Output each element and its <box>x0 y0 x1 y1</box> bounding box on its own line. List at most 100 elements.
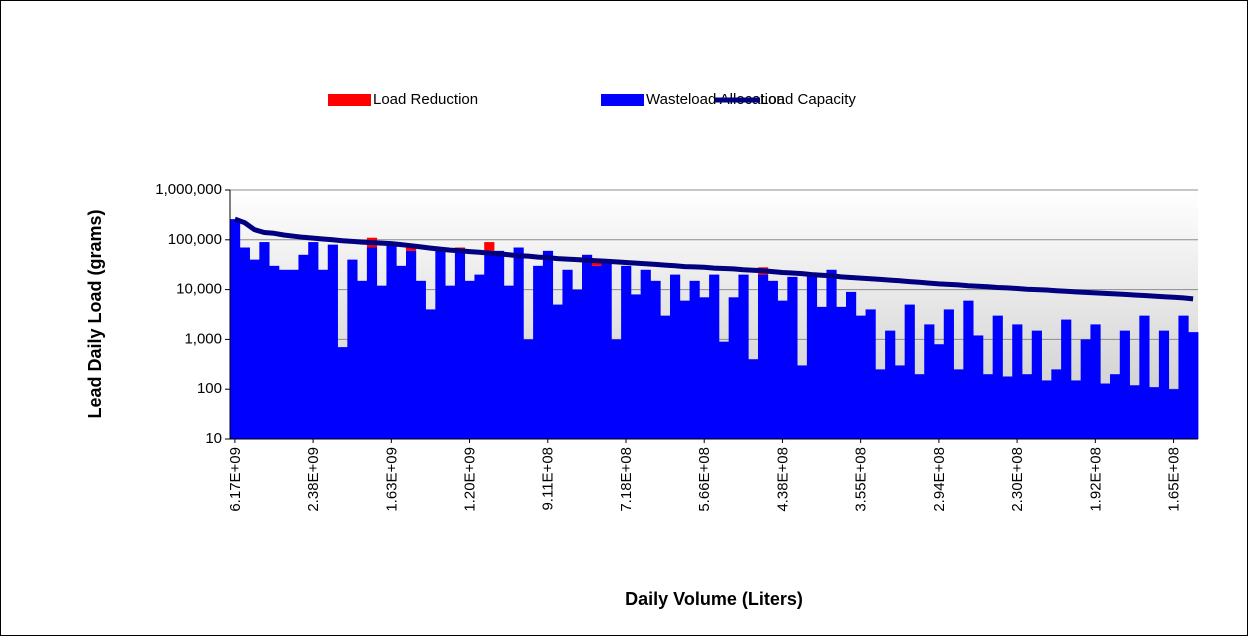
bar <box>239 247 250 439</box>
bar <box>396 265 407 439</box>
bar <box>1178 315 1189 439</box>
bar <box>1022 374 1033 439</box>
bar <box>269 265 280 439</box>
bar <box>406 247 417 251</box>
x-tick-label: 5.66E+08 <box>696 447 713 512</box>
bar <box>767 280 778 439</box>
bar <box>591 265 602 439</box>
line <box>234 216 1194 302</box>
x-tick-label: 3.55E+08 <box>853 447 870 512</box>
bar <box>1168 389 1179 439</box>
bar <box>591 262 602 266</box>
x-axis-title: Daily Volume (Liters) <box>625 589 803 609</box>
bar <box>748 359 759 439</box>
bar <box>709 274 720 439</box>
bar <box>249 259 260 439</box>
x-tick-label: 7.18E+08 <box>618 447 635 512</box>
bar <box>1041 380 1052 439</box>
bar <box>718 341 730 439</box>
bar <box>494 250 505 439</box>
bar <box>552 304 563 439</box>
axes: 10 100 1,000 10,000 100,000 1,000,000 6.17E+09… <box>155 181 1198 512</box>
bar <box>865 309 876 439</box>
bar <box>934 344 945 439</box>
bar <box>376 285 387 439</box>
x-tick-label: 2.38E+09 <box>305 447 322 512</box>
bar <box>337 347 348 439</box>
bar <box>1139 315 1150 439</box>
bar <box>1061 319 1072 439</box>
bar <box>885 330 896 439</box>
bar <box>503 285 514 439</box>
bar <box>474 274 485 439</box>
bar <box>288 269 299 439</box>
bar <box>943 309 954 439</box>
bar <box>454 252 466 439</box>
bar <box>601 262 612 439</box>
bar <box>1129 385 1140 439</box>
legend-swatch <box>601 94 644 106</box>
bar <box>650 280 661 439</box>
bar <box>445 285 456 439</box>
legend-label: Load Reduction <box>373 91 478 108</box>
bar <box>1090 324 1101 439</box>
x-tick-label: 6.17E+09 <box>227 447 244 512</box>
x-tick-label: 2.30E+08 <box>1009 447 1026 512</box>
bar <box>318 269 329 439</box>
y-tick-label: 100,000 <box>168 231 222 248</box>
bar <box>699 297 710 439</box>
bar <box>484 242 495 251</box>
bar <box>679 300 690 439</box>
bar <box>347 259 358 439</box>
bar <box>992 315 1003 439</box>
bar <box>1031 330 1042 439</box>
bar <box>670 274 681 439</box>
bar <box>533 265 544 439</box>
y-tick-label: 10 <box>205 430 222 447</box>
bar <box>806 274 818 439</box>
y-tick-label: 1,000,000 <box>155 181 222 198</box>
bar <box>513 247 524 439</box>
bar <box>435 250 446 439</box>
bar <box>894 365 906 439</box>
bar <box>660 315 671 439</box>
bar <box>582 254 593 439</box>
bar <box>230 219 241 439</box>
bar <box>278 269 290 439</box>
bar <box>386 244 397 439</box>
x-tick-label: 1.20E+09 <box>462 447 479 512</box>
bar <box>914 374 925 439</box>
x-tick-label: 4.38E+08 <box>774 447 791 512</box>
x-tick-label: 9.11E+08 <box>540 447 557 511</box>
legend-label: Load Capacity <box>760 91 856 108</box>
bar <box>298 254 309 439</box>
legend-swatch <box>328 94 371 106</box>
bar <box>982 374 994 439</box>
bar <box>816 306 827 439</box>
bar <box>308 242 319 439</box>
bar <box>1080 339 1091 439</box>
bar <box>963 300 974 439</box>
bar <box>1110 374 1121 439</box>
bar <box>611 339 622 439</box>
bar <box>1002 376 1013 439</box>
bar <box>826 269 837 439</box>
bar <box>836 306 847 439</box>
bar <box>1149 387 1160 439</box>
bar <box>357 280 368 439</box>
bar <box>1188 332 1199 439</box>
bar <box>640 269 651 439</box>
bar <box>797 365 808 439</box>
bar <box>406 250 417 439</box>
bar <box>728 297 739 439</box>
bar <box>787 276 798 439</box>
bar <box>484 250 495 439</box>
bar <box>1070 380 1082 439</box>
x-tick-label: 2.94E+08 <box>931 447 948 512</box>
bar <box>464 280 475 439</box>
y-axis-title: Lead Daily Load (grams) <box>85 209 105 418</box>
bar <box>875 369 886 439</box>
lines <box>234 216 1194 302</box>
bar <box>327 244 338 439</box>
